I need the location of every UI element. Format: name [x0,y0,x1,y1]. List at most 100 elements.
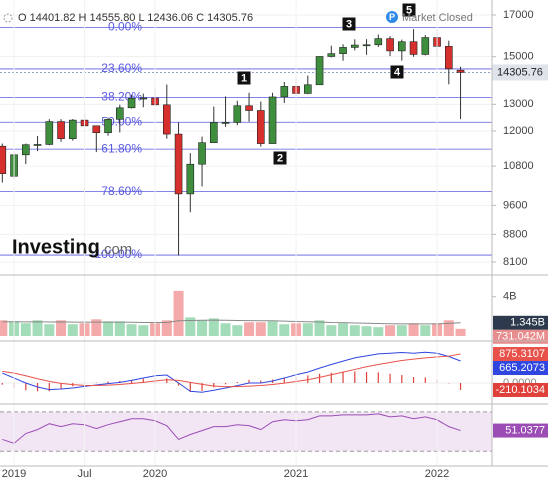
last-price-label: 14305.76 [497,66,543,78]
volume-bar [185,317,196,336]
volume-bar [255,322,266,336]
annotation-label: 3 [346,18,352,30]
fib-label: 100.00% [95,247,143,261]
candle-body [303,84,312,94]
annotation-label: 4 [394,66,401,78]
value-tag-label: 731.042M [496,331,545,343]
volume-bar [373,327,384,336]
candle-body [186,163,195,195]
candle-body [280,86,289,98]
candle-body [198,142,206,165]
candle-body [268,96,277,144]
value-tag-label: 51.0377 [505,424,545,436]
value-tag [493,329,548,344]
candle-body [92,125,101,134]
candle-body [386,38,394,52]
volume-bar [0,320,8,336]
candle-body [210,122,218,143]
volume-bar [420,325,431,336]
volume-bar [220,323,231,336]
fib-label: 0.00% [108,20,142,34]
status-icon-text: P [389,12,395,22]
candle-body [69,119,77,139]
volume-bar [32,320,43,336]
y-tick-label: 4B [503,291,516,303]
legend-icon[interactable] [3,13,13,23]
volume-bar [385,325,396,336]
volume-bar [91,319,102,336]
rsi-band [0,411,492,452]
rsi-line [2,413,461,444]
candle-body [421,37,430,55]
watermark: Investing [12,236,100,258]
y-tick-label: 9600 [503,199,527,211]
candle-body [339,47,347,54]
candle-body [245,105,253,111]
candle-body [45,121,54,145]
value-tag [493,361,548,376]
candle-body [104,119,112,134]
candle-body [409,41,418,55]
volume-bar [161,320,172,336]
candle-body [33,144,42,146]
volume-bar [408,323,419,336]
candle-body [233,105,242,123]
volume-bar [314,320,325,336]
ohlc-legend: O 14401.82 H 14555.80 L 12436.06 C 14305… [18,12,253,24]
value-tag-label: 665.2073 [499,362,545,374]
volume-bar [126,324,137,336]
annotation-box [342,17,356,31]
x-tick-label: 2020 [143,468,167,480]
volume-bar [279,324,290,336]
volume-bar [208,318,219,336]
annotation-label: 1 [241,72,247,84]
value-tag [493,347,548,362]
y-tick-label: 8100 [503,256,527,268]
volume-bar [197,320,208,336]
x-tick-label: 2022 [425,468,449,480]
value-tag [493,315,548,330]
candle-body [374,38,383,46]
annotation-label: 5 [406,4,412,16]
candle-body [444,46,453,70]
volume-bar [349,325,360,336]
fib-label: 61.80% [101,141,142,155]
candle-body [221,122,230,124]
candle-body [116,107,124,120]
volume-bar [56,320,67,336]
candle-body [57,121,65,139]
x-tick-label: Jul [78,468,92,480]
volume-bar [138,325,149,336]
volume-bar [114,321,125,336]
last-price-box [492,64,548,81]
candle-body [456,69,465,73]
value-tag-label: 875.3107 [499,348,545,360]
annotation-label: 2 [277,152,283,164]
value-tag [493,423,548,438]
volume-bar [396,325,407,336]
annotation-box [390,65,404,79]
status-icon [386,11,398,23]
candle-body [139,97,148,100]
value-tag-label: -210.1034 [495,384,545,396]
candle-body [174,133,183,195]
candle-body [350,44,359,48]
volume-bar [20,323,31,336]
volume-bar [443,320,454,336]
volume-bar [302,323,313,336]
fib-label: 38.20% [101,90,142,104]
y-tick-label: 12000 [503,125,534,137]
x-tick-label: 2019 [2,468,26,480]
watermark: .com [100,241,133,258]
volume-bar [103,321,114,336]
annotation-box [402,3,416,17]
fib-label: 78.60% [101,184,142,198]
candle-body [127,98,136,109]
volume-bar [267,321,278,336]
candle-body [397,41,406,52]
market-status: Market Closed [402,12,473,24]
candle-body [256,110,265,144]
